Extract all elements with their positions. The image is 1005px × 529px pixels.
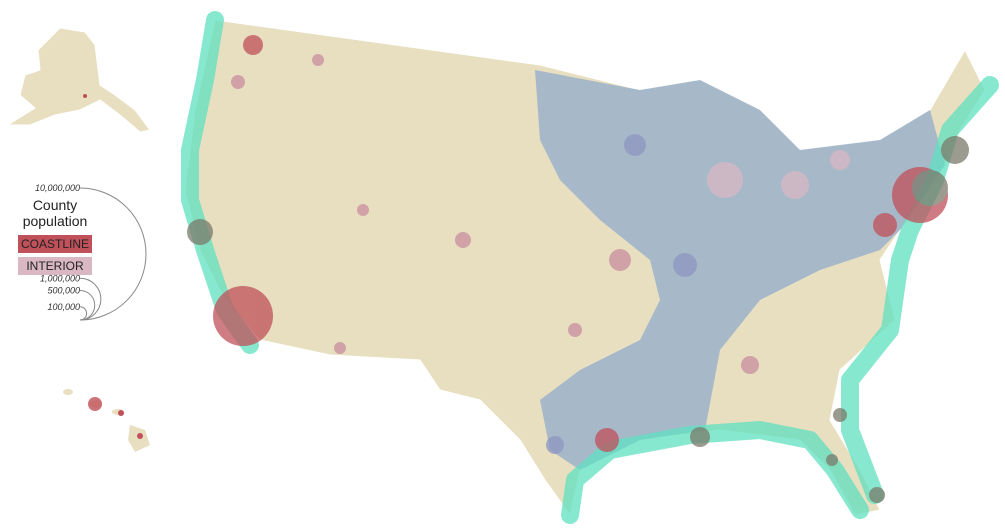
legend: County population COASTLINE INTERIOR 10,00… — [18, 183, 147, 321]
county-dot — [83, 94, 87, 98]
legend-swatch — [18, 235, 92, 253]
legend-title: County — [33, 197, 77, 213]
size-key-circle — [79, 306, 88, 321]
size-key-circle — [79, 187, 147, 321]
legend-label: INTERIOR — [26, 259, 84, 273]
size-key-label: 500,000 — [47, 285, 80, 295]
county-dot — [88, 397, 102, 411]
size-key-circle — [79, 277, 102, 321]
hawaii — [63, 389, 150, 452]
size-key-label: 1,000,000 — [40, 273, 80, 283]
county-dot — [118, 410, 124, 416]
legend-label: COASTLINE — [21, 237, 89, 251]
legend-title: population — [23, 213, 88, 229]
alaska — [6, 27, 151, 133]
county-dot — [137, 433, 143, 439]
legend-swatch — [18, 257, 92, 275]
interior-region — [535, 70, 945, 470]
size-key-circle — [79, 289, 96, 321]
size-key-label: 10,000,000 — [35, 183, 80, 193]
size-key-label: 100,000 — [47, 302, 80, 312]
county-dots — [187, 35, 969, 503]
